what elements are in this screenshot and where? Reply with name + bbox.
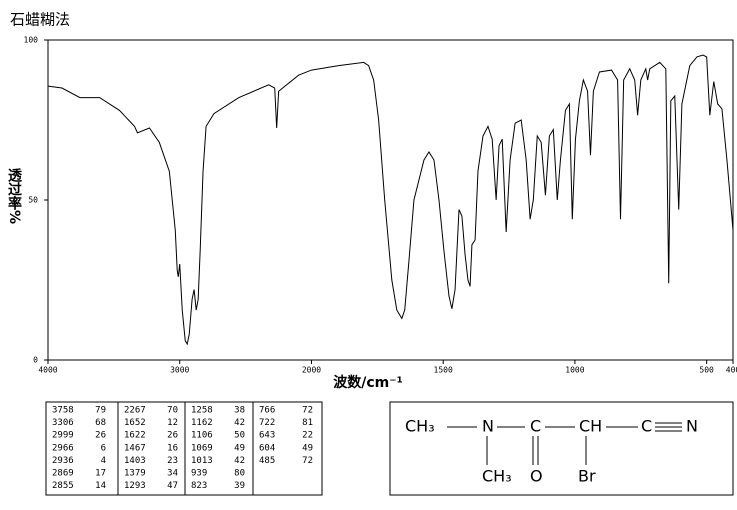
peak-transmittance: 26	[167, 431, 178, 441]
peak-transmittance: 81	[302, 418, 313, 428]
peak-table-frame	[45, 401, 323, 496]
y-tick-label: 100	[24, 36, 39, 45]
peak-transmittance: 14	[95, 481, 106, 491]
peak-wavenumber: 1069	[191, 443, 213, 453]
x-tick-label: 1000	[565, 366, 584, 375]
x-tick-label: 1500	[434, 366, 453, 375]
atom-label: Br	[578, 467, 596, 486]
peak-transmittance: 38	[234, 406, 245, 416]
peak-wavenumber: 1258	[191, 406, 213, 416]
peak-transmittance: 80	[234, 469, 245, 479]
structure-frame	[389, 401, 734, 496]
peak-transmittance: 72	[302, 406, 313, 416]
plot-frame	[47, 39, 734, 361]
peak-wavenumber: 1162	[191, 418, 213, 428]
peak-wavenumber: 722	[259, 418, 275, 428]
peak-transmittance: 68	[95, 418, 106, 428]
peak-transmittance: 22	[302, 431, 313, 441]
x-axis-label: 波数/cm⁻¹	[333, 374, 403, 391]
atom-label: O	[530, 467, 543, 486]
peak-transmittance: 26	[95, 431, 106, 441]
peak-wavenumber: 823	[191, 481, 207, 491]
y-tick-label: 50	[28, 196, 38, 205]
peak-wavenumber: 1379	[124, 469, 146, 479]
x-tick-label: 4000	[38, 366, 57, 375]
peak-transmittance: 16	[167, 443, 178, 453]
y-axis-label: 透过率%	[6, 168, 22, 224]
peak-transmittance: 47	[167, 481, 178, 491]
peak-transmittance: 49	[234, 443, 245, 453]
peak-wavenumber: 3306	[52, 418, 74, 428]
x-tick-label: 500	[699, 366, 714, 375]
peak-wavenumber: 2999	[52, 431, 74, 441]
peak-transmittance: 34	[167, 469, 178, 479]
peak-wavenumber: 2855	[52, 481, 74, 491]
peak-wavenumber: 1652	[124, 418, 146, 428]
peak-wavenumber: 766	[259, 406, 275, 416]
peak-transmittance: 72	[302, 456, 313, 466]
spectrum-line	[47, 54, 734, 346]
atom-label: C	[530, 417, 541, 436]
peak-transmittance: 17	[95, 469, 106, 479]
peak-transmittance: 6	[101, 443, 106, 453]
y-tick-label: 0	[33, 356, 38, 365]
peak-wavenumber: 2267	[124, 406, 146, 416]
peak-transmittance: 4	[101, 456, 106, 466]
peak-wavenumber: 1293	[124, 481, 146, 491]
peak-wavenumber: 2936	[52, 456, 74, 466]
peak-wavenumber: 3758	[52, 406, 74, 416]
peak-wavenumber: 2869	[52, 469, 74, 479]
peak-transmittance: 50	[234, 431, 245, 441]
atom-label: C	[641, 417, 652, 436]
peak-transmittance: 42	[234, 456, 245, 466]
chart-title: 石蜡糊法	[10, 11, 70, 29]
peak-transmittance: 49	[302, 443, 313, 453]
peak-wavenumber: 1467	[124, 443, 146, 453]
x-tick-label: 400	[726, 366, 737, 375]
peak-transmittance: 12	[167, 418, 178, 428]
peak-wavenumber: 1403	[124, 456, 146, 466]
peak-transmittance: 39	[234, 481, 245, 491]
structure: CH₃ N C CH C N CH₃ O Br	[405, 417, 698, 486]
peak-wavenumber: 1013	[191, 456, 213, 466]
x-tick-label: 3000	[170, 366, 189, 375]
peak-transmittance: 79	[95, 406, 106, 416]
peak-wavenumber: 1106	[191, 431, 213, 441]
peak-transmittance: 42	[234, 418, 245, 428]
peak-wavenumber: 643	[259, 431, 275, 441]
atom-label: N	[482, 417, 494, 436]
atom-label: CH₃	[482, 467, 512, 486]
x-tick-label: 2000	[302, 366, 321, 375]
peak-wavenumber: 1622	[124, 431, 146, 441]
atom-label: CH	[579, 417, 602, 436]
atom-label: CH₃	[405, 417, 435, 436]
atom-label: N	[686, 417, 698, 436]
peak-wavenumber: 939	[191, 469, 207, 479]
peak-transmittance: 23	[167, 456, 178, 466]
peak-wavenumber: 2966	[52, 443, 74, 453]
peak-wavenumber: 485	[259, 456, 275, 466]
peak-wavenumber: 604	[259, 443, 275, 453]
peak-transmittance: 70	[167, 406, 178, 416]
